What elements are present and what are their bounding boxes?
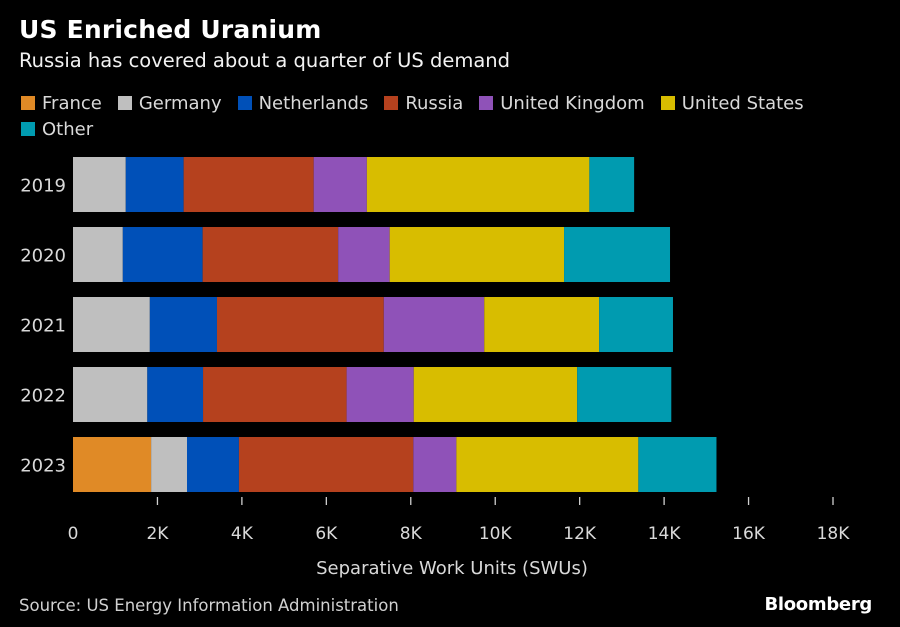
bloomberg-logo: Bloomberg	[764, 594, 872, 615]
bar-segment-2020-other	[564, 227, 671, 282]
legend-row-1: France Germany Netherlands Russia United…	[21, 90, 881, 116]
legend-swatch-other	[21, 122, 35, 136]
chart-title: US Enriched Uranium	[19, 15, 322, 44]
bar-segment-2020-netherlands	[122, 227, 203, 282]
legend-item-germany: Germany	[117, 92, 222, 114]
bar-segment-2019-united-states	[366, 157, 590, 212]
legend-label-netherlands: Netherlands	[258, 92, 369, 114]
bar-segment-2019-netherlands	[125, 157, 184, 212]
bar-segment-2022-united-states	[413, 367, 578, 422]
chart-subtitle: Russia has covered about a quarter of US…	[19, 49, 511, 72]
bar-segment-2020-united-states	[389, 227, 565, 282]
bar-segment-2021-united-kingdom	[383, 297, 485, 352]
bar-segment-2022-united-kingdom	[346, 367, 414, 422]
legend-label-other: Other	[42, 118, 94, 140]
legend-label-russia: Russia	[405, 92, 464, 114]
bars-group	[73, 157, 717, 492]
legend-swatch-united-states	[660, 96, 675, 110]
x-tick-label: 0	[68, 524, 79, 544]
x-tick-label: 4K	[231, 524, 254, 544]
x-tick-label: 2K	[146, 524, 169, 544]
legend-item-netherlands: Netherlands	[237, 92, 369, 114]
legend-swatch-germany	[117, 96, 132, 110]
x-tick-label: 14K	[648, 524, 682, 544]
bar-segment-2021-netherlands	[149, 297, 217, 352]
x-axis-title: Separative Work Units (SWUs)	[316, 558, 588, 579]
year-labels-group: 2019 2020 2021 2022 2023	[20, 176, 66, 477]
source-note: Source: US Energy Information Administra…	[19, 596, 399, 615]
x-tick-label: 12K	[563, 524, 597, 544]
bar-segment-2020-russia	[202, 227, 339, 282]
y-tick-label-2023: 2023	[20, 456, 66, 477]
legend-item-france: France	[21, 93, 102, 114]
legend-label-united-kingdom: United Kingdom	[500, 92, 645, 114]
bar-segment-2020-germany	[73, 227, 123, 282]
bar-segment-2022-germany	[73, 367, 148, 422]
bar-segment-2023-united-kingdom	[413, 437, 457, 492]
legend-swatch-netherlands	[237, 96, 252, 110]
bar-segment-2019-other	[589, 157, 635, 212]
legend-label-france: France	[42, 92, 102, 114]
bar-segment-2021-other	[599, 297, 673, 352]
bar-segment-2022-netherlands	[147, 367, 204, 422]
y-tick-label-2021: 2021	[20, 316, 66, 337]
bar-segment-2023-germany	[151, 437, 187, 492]
x-tick-label: 6K	[315, 524, 338, 544]
legend-swatch-france	[21, 96, 35, 110]
bar-segment-2023-netherlands	[187, 437, 239, 492]
x-tick-label: 16K	[732, 524, 766, 544]
bar-segment-2023-russia	[238, 437, 414, 492]
y-tick-label-2020: 2020	[20, 246, 66, 267]
bar-segment-2023-france	[73, 437, 152, 492]
bar-segment-2023-united-states	[456, 437, 639, 492]
legend-item-russia: Russia	[384, 93, 463, 114]
legend-item-united-kingdom: United Kingdom	[479, 92, 645, 114]
y-tick-label-2022: 2022	[20, 386, 66, 407]
legend-label-germany: Germany	[138, 92, 222, 114]
legend-row-2: Other	[21, 116, 881, 142]
bar-segment-2019-united-kingdom	[313, 157, 367, 212]
y-tick-label-2019: 2019	[20, 176, 66, 197]
legend-swatch-united-kingdom	[479, 96, 494, 110]
legend-swatch-russia	[384, 96, 399, 110]
bar-segment-2022-other	[577, 367, 672, 422]
legend-item-other: Other	[21, 119, 93, 140]
legend: France Germany Netherlands Russia United…	[21, 90, 881, 142]
x-tick-label: 8K	[400, 524, 423, 544]
x-tick-label: 10K	[479, 524, 513, 544]
bar-segment-2019-russia	[183, 157, 314, 212]
bar-segment-2019-germany	[73, 157, 126, 212]
bar-segment-2021-russia	[216, 297, 384, 352]
legend-label-united-states: United States	[681, 92, 804, 114]
bar-segment-2020-united-kingdom	[338, 227, 390, 282]
bar-segment-2022-russia	[203, 367, 347, 422]
bar-segment-2021-united-states	[484, 297, 600, 352]
legend-item-united-states: United States	[660, 92, 804, 114]
x-tick-label: 18K	[817, 524, 851, 544]
bar-segment-2021-germany	[73, 297, 150, 352]
bar-segment-2023-other	[638, 437, 717, 492]
x-axis: 0 2K 4K 6K 8K 10K 12K 14K 16K 18K	[68, 497, 851, 544]
